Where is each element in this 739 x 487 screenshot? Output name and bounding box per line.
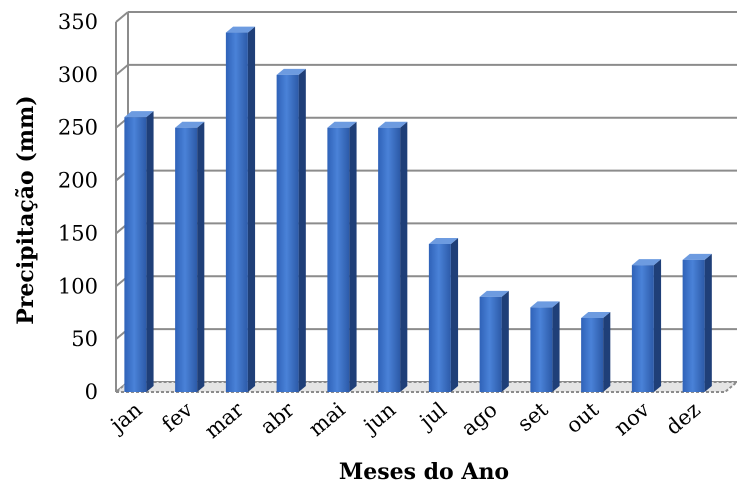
y-tick-label: 0: [85, 380, 98, 404]
x-tick-label: out: [561, 397, 603, 438]
y-tick-label: 300: [58, 63, 98, 87]
y-tick-label: 50: [71, 327, 98, 351]
bar-side: [349, 121, 357, 392]
y-tick-label: 150: [58, 221, 98, 245]
bar-top: [378, 121, 408, 128]
bar-abr: [276, 68, 306, 392]
bar-top: [581, 312, 611, 318]
x-tick-label: jan: [104, 397, 147, 438]
x-tick-label: mai: [304, 397, 350, 441]
x-tick-label: fev: [157, 397, 197, 436]
bar-top: [682, 253, 712, 260]
bar-top: [175, 121, 205, 128]
bar-front: [631, 265, 654, 392]
bar-front: [581, 318, 604, 392]
bar-side: [603, 312, 611, 392]
x-tick-labels: jan fev mar abr mai jun jul ago set out nov dez: [104, 397, 705, 443]
y-tick-label: 100: [58, 274, 98, 298]
bar-front: [175, 127, 198, 392]
bar-jul: [428, 238, 459, 392]
x-tick-label: dez: [661, 397, 705, 439]
y-tick-label: 350: [58, 10, 98, 34]
bar-top: [327, 121, 357, 128]
x-tick-label: nov: [610, 397, 655, 440]
bars: [124, 26, 712, 393]
gridline-depth: [115, 11, 129, 23]
bar-front: [428, 244, 451, 392]
bar-side: [247, 26, 256, 392]
bar-dez: [682, 253, 712, 392]
bar-top: [479, 290, 509, 297]
bar-top: [124, 111, 154, 118]
bar-top: [631, 259, 662, 266]
x-tick-label: set: [513, 397, 553, 436]
bar-front: [378, 127, 401, 392]
bar-ago: [479, 290, 509, 392]
x-tick-label: jun: [357, 397, 400, 439]
bar-fev: [175, 121, 205, 392]
x-tick-label: jul: [413, 397, 451, 435]
x-tick-label: abr: [256, 397, 300, 439]
y-tick-label: 250: [58, 116, 98, 140]
bar-side: [197, 121, 205, 392]
x-tick-label: mar: [200, 397, 249, 443]
bar-front: [530, 307, 553, 392]
bar-side: [400, 121, 408, 392]
bar-set: [530, 301, 560, 392]
bar-front: [682, 259, 705, 392]
y-axis-title: Precipitação (mm): [13, 95, 39, 324]
bar-front: [124, 117, 147, 393]
bar-jun: [378, 121, 408, 392]
bar-nov: [631, 259, 662, 392]
bar-side: [501, 290, 509, 392]
bar-side: [450, 238, 459, 392]
bar-side: [653, 259, 662, 392]
bar-side: [704, 253, 712, 392]
y-tick-labels: 0 50 100 150 200 250 300 350: [58, 10, 98, 404]
bar-out: [581, 312, 611, 392]
x-tick-label: ago: [457, 397, 502, 440]
bar-top: [225, 26, 256, 33]
bar-side: [552, 301, 560, 392]
bar-front: [327, 127, 350, 392]
bar-front: [479, 296, 502, 392]
y-tick-label: 200: [58, 169, 98, 193]
bar-top: [428, 238, 459, 244]
gridline-depth: [115, 64, 129, 76]
x-axis-title: Meses do Ano: [339, 459, 509, 485]
bar-mar: [225, 26, 256, 392]
bar-side: [298, 68, 306, 392]
bar-front: [276, 74, 299, 392]
bar-top: [530, 301, 560, 308]
bar-side: [146, 111, 154, 393]
bar-top: [276, 68, 306, 75]
bar-front: [225, 32, 248, 392]
bar-mai: [327, 121, 357, 392]
bar-jan: [124, 111, 154, 393]
